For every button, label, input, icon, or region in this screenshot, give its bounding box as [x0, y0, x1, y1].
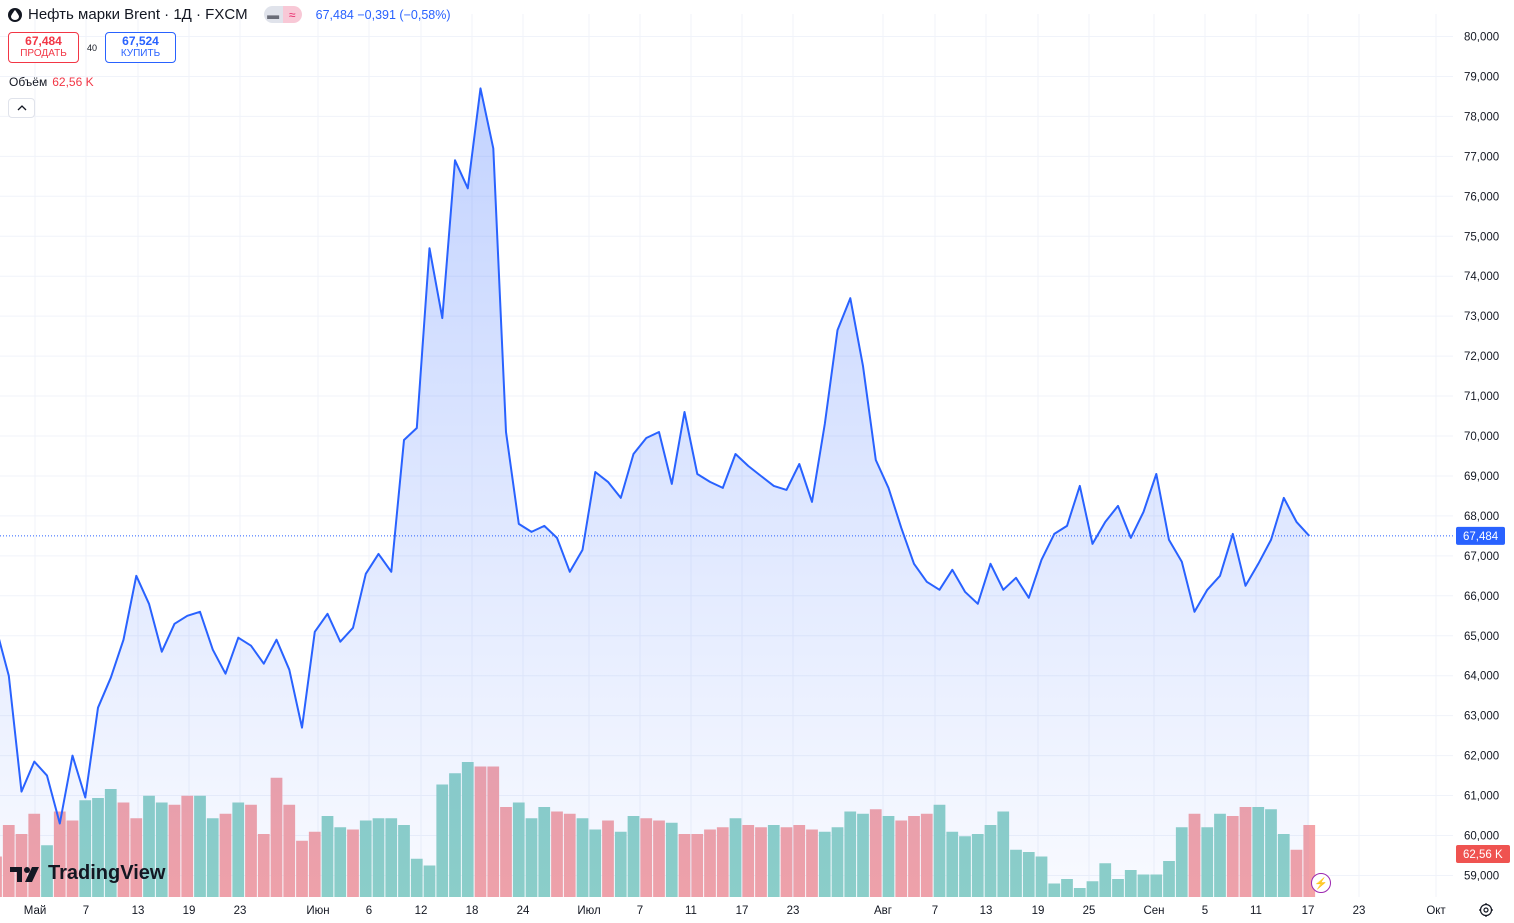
- time-tick-label: 17: [736, 905, 749, 917]
- time-tick-label: Окт: [1426, 905, 1446, 917]
- time-tick-label: Май: [24, 905, 47, 917]
- volume-axis-text: 62,56 K: [1463, 849, 1503, 861]
- buy-price: 67,524: [122, 34, 159, 48]
- symbol-header: Нефть марки Brent · 1Д · FXCM ▬ ≈ 67,484…: [8, 6, 451, 23]
- price-tick-label: 74,000: [1464, 271, 1499, 283]
- volume-legend[interactable]: Объём 62,56 K: [9, 75, 94, 89]
- price-change: −0,391 (−0,58%): [357, 7, 451, 22]
- price-tick-label: 72,000: [1464, 351, 1499, 363]
- last-price-axis-label[interactable]: 67,484: [1456, 526, 1505, 545]
- time-tick-label: Авг: [874, 905, 892, 917]
- price-tick-label: 80,000: [1464, 32, 1499, 44]
- volume-axis-label[interactable]: 62,56 K: [1456, 845, 1510, 863]
- price-tick-label: 63,000: [1464, 711, 1499, 723]
- sell-label: ПРОДАТЬ: [20, 48, 67, 59]
- time-tick-label: 25: [1083, 905, 1096, 917]
- volume-value: 62,56 K: [52, 75, 94, 89]
- logo-text: TradingView: [48, 862, 166, 884]
- time-tick-label: Июл: [577, 905, 600, 917]
- time-tick-label: 23: [1353, 905, 1366, 917]
- time-tick-label: 11: [1250, 905, 1262, 917]
- buy-button[interactable]: 67,524 КУПИТЬ: [105, 32, 176, 63]
- price-tick-label: 77,000: [1464, 151, 1499, 163]
- time-tick-label: 13: [980, 905, 993, 917]
- price-tick-label: 62,000: [1464, 751, 1499, 763]
- spread-value: 40: [86, 42, 97, 53]
- time-tick-label: 18: [466, 905, 479, 917]
- time-tick-label: 5: [1202, 905, 1208, 917]
- price-tick-label: 59,000: [1464, 870, 1499, 882]
- price-tick-label: 70,000: [1464, 431, 1499, 443]
- volume-label: Объём: [9, 75, 48, 89]
- price-tick-label: 61,000: [1464, 791, 1499, 803]
- time-tick-label: 19: [1032, 905, 1045, 917]
- approx-icon: ≈: [282, 6, 302, 23]
- last-price-axis-text: 67,484: [1463, 531, 1499, 543]
- trade-panel: 67,484 ПРОДАТЬ 40 67,524 КУПИТЬ: [8, 32, 176, 63]
- price-tick-label: 78,000: [1464, 111, 1499, 123]
- time-tick-label: 24: [517, 905, 530, 917]
- price-tick-label: 67,000: [1464, 551, 1499, 563]
- tradingview-logo-icon: [10, 866, 39, 882]
- tradingview-logo[interactable]: TradingView: [10, 862, 165, 885]
- time-tick-label: 23: [787, 905, 800, 917]
- price-tick-label: 79,000: [1464, 71, 1499, 83]
- price-tick-label: 65,000: [1464, 631, 1499, 643]
- price-tick-label: 69,000: [1464, 471, 1499, 483]
- sell-price: 67,484: [25, 34, 62, 48]
- price-tick-label: 76,000: [1464, 191, 1499, 203]
- symbol-title[interactable]: Нефть марки Brent · 1Д · FXCM: [28, 6, 248, 23]
- minus-icon: ▬: [263, 6, 283, 23]
- time-axis[interactable]: Май 7 13 19 23 Июн 6 12 18 24 Июл 7 11 17 23 Авг 7 13 19 25…: [24, 905, 1447, 917]
- gear-icon[interactable]: [1478, 902, 1494, 918]
- time-tick-label: 12: [415, 905, 428, 917]
- time-tick-label: 19: [183, 905, 196, 917]
- price-axis[interactable]: 80,000 79,000 78,000 77,000 76,000 75,000 74,0…: [1464, 32, 1499, 883]
- price-tick-label: 71,000: [1464, 391, 1499, 403]
- price-tick-label: 73,000: [1464, 311, 1499, 323]
- time-tick-label: 17: [1302, 905, 1315, 917]
- time-tick-label: 7: [83, 905, 89, 917]
- collapse-legend-button[interactable]: [8, 98, 35, 118]
- time-tick-label: 7: [932, 905, 938, 917]
- price-tick-label: 60,000: [1464, 831, 1499, 843]
- price-tick-label: 68,000: [1464, 511, 1499, 523]
- price-tick-label: 64,000: [1464, 671, 1499, 683]
- sell-button[interactable]: 67,484 ПРОДАТЬ: [8, 32, 79, 63]
- time-tick-label: Июн: [306, 905, 329, 917]
- time-tick-label: 6: [366, 905, 372, 917]
- price-tick-label: 66,000: [1464, 591, 1499, 603]
- time-tick-label: Сен: [1143, 905, 1164, 917]
- last-price-change: 67,484 −0,391 (−0,58%): [316, 8, 451, 22]
- price-tick-label: 75,000: [1464, 231, 1499, 243]
- price-line: [0, 87, 1311, 825]
- time-tick-label: 13: [132, 905, 145, 917]
- lightning-icon[interactable]: ⚡: [1311, 873, 1331, 893]
- symbol-status-pill[interactable]: ▬ ≈: [263, 6, 302, 23]
- time-tick-label: 23: [234, 905, 247, 917]
- time-tick-label: 7: [637, 905, 643, 917]
- chevron-up-icon: [17, 105, 26, 111]
- last-price: 67,484: [315, 7, 354, 22]
- price-area-fill: [0, 88, 1310, 897]
- oil-drop-icon: [8, 7, 22, 22]
- time-tick-label: 11: [685, 905, 697, 917]
- buy-label: КУПИТЬ: [120, 48, 161, 59]
